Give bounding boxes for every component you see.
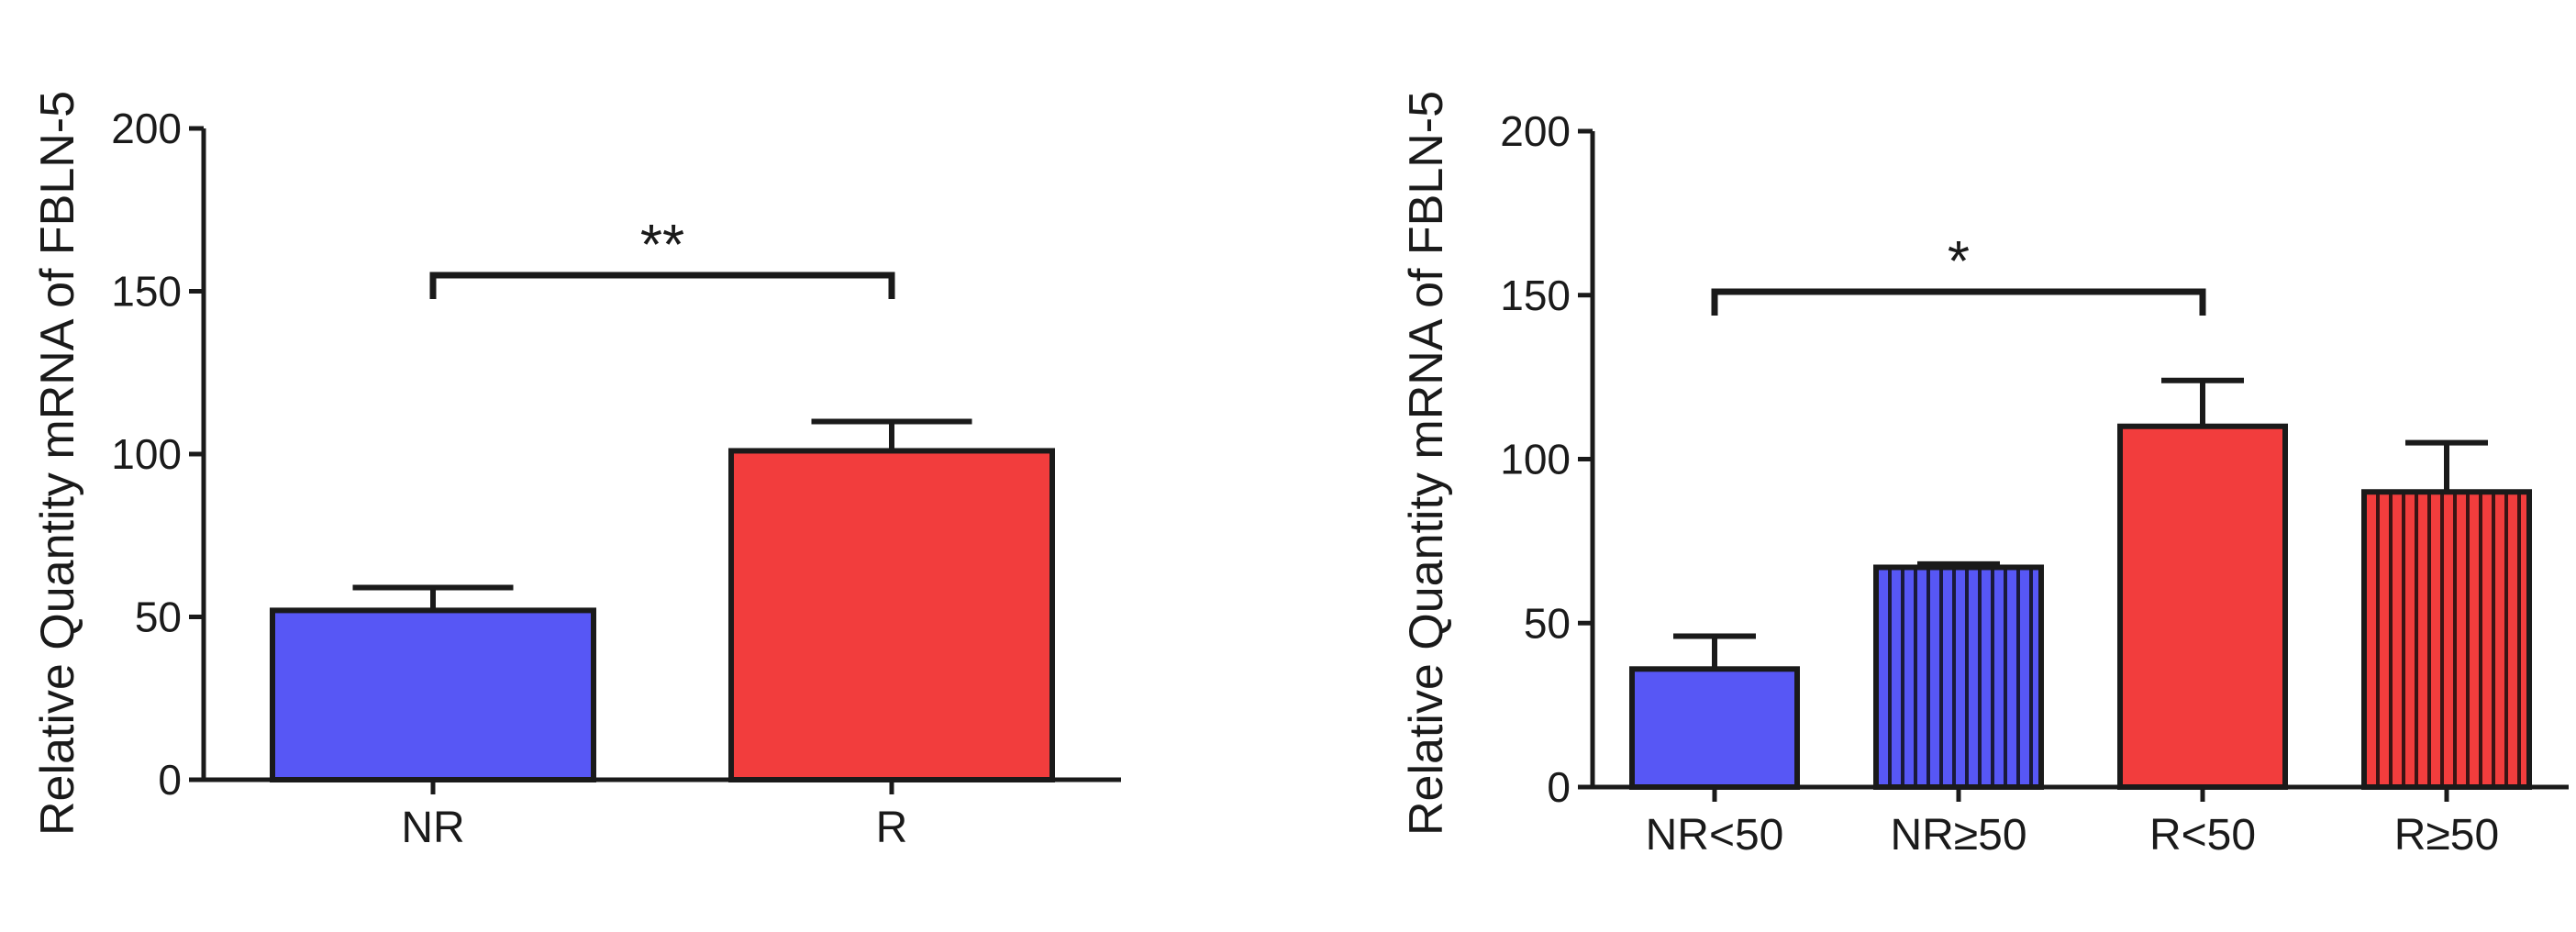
- annotations: **: [429, 214, 895, 299]
- panel-right: Relative Quantity mRNA of FBLN-5 0 50 100 1…: [1400, 91, 2569, 860]
- bar: [1873, 564, 2044, 790]
- x-tick-label: NR<50: [1646, 811, 1784, 860]
- x-tick-label: NR: [401, 804, 464, 852]
- y-axis-title: Relative Quantity mRNA of FBLN-5: [1400, 91, 1453, 836]
- x-tick-label: R<50: [2149, 811, 2256, 860]
- y-tick-label: 100: [1500, 436, 1571, 483]
- bars: [270, 418, 1055, 783]
- significance-bracket: [429, 272, 895, 299]
- y-tick-label: 50: [135, 594, 182, 641]
- y-tick-label: 0: [158, 756, 182, 804]
- axes: 0 50 100 150 200 NR<50 NR≥50 R<50 R≥50: [1500, 107, 2569, 860]
- panel-left: Relative Quantity mRNA of FBLN-5 0 50 100 1…: [31, 91, 1121, 852]
- x-tick-label: R: [876, 804, 908, 852]
- y-tick-label: 150: [111, 268, 182, 316]
- y-tick-label: 0: [1547, 763, 1571, 811]
- bar: [728, 448, 1055, 782]
- x-tick-label: R≥50: [2394, 811, 2499, 860]
- y-tick-label: 100: [111, 430, 182, 478]
- significance-label: **: [640, 214, 684, 277]
- bar: [2117, 423, 2288, 790]
- y-tick-label: 200: [111, 105, 182, 152]
- bar: [2361, 489, 2532, 790]
- bars: [1629, 377, 2532, 790]
- y-tick-label: 150: [1500, 272, 1571, 319]
- bar: [1629, 666, 1800, 790]
- y-tick-label: 50: [1524, 599, 1571, 647]
- annotations: *: [1711, 230, 2206, 316]
- y-axis-title: Relative Quantity mRNA of FBLN-5: [31, 91, 84, 836]
- axes: 0 50 100 150 200 NR R: [111, 105, 1121, 852]
- significance-label: *: [1948, 230, 1970, 294]
- bar: [270, 607, 596, 783]
- y-tick-label: 200: [1500, 107, 1571, 155]
- significance-bracket: [1711, 288, 2206, 316]
- x-tick-label: NR≥50: [1890, 811, 2026, 860]
